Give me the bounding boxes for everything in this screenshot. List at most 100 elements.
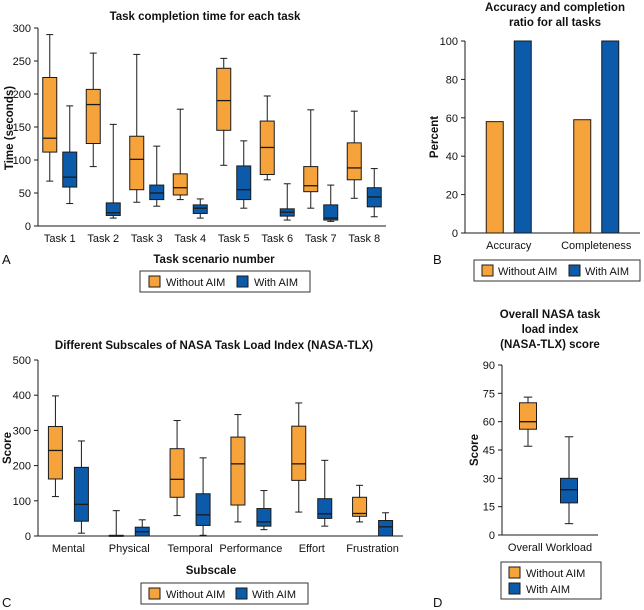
box-with-aim-box [105, 202, 121, 216]
y-tick-label: 30 [483, 473, 495, 485]
panel-c-plot: 0 100 200 300 400 500 Mental Physical Temporal Pe… [13, 355, 403, 555]
box-without-aim-box [85, 88, 101, 144]
legend-label-without-aim: Without AIM [166, 589, 225, 601]
panel-a-title: Task completion time for each task [110, 11, 301, 23]
box-without-aim-box [216, 67, 232, 131]
box-without-aim-box [519, 402, 537, 430]
bar-without-aim [485, 121, 504, 234]
panel-b-legend: Without AIM With AIM [473, 259, 641, 282]
box-without-aim-box [129, 135, 145, 191]
x-tick-label: Temporal [167, 543, 212, 555]
panel-c: Different Subscales of NASA Task Load In… [2, 340, 403, 610]
legend-label-with-aim: With AIM [585, 266, 629, 278]
y-tick-label: 200 [13, 461, 31, 473]
y-tick-label: 200 [13, 89, 31, 101]
legend-swatch-with-aim [236, 275, 249, 288]
x-tick-label: Overall Workload [508, 542, 592, 554]
y-tick-label: 20 [446, 190, 458, 202]
y-tick-label: 60 [446, 113, 458, 125]
box-without-aim-box [169, 448, 185, 498]
box-with-aim-box [62, 151, 78, 188]
box-without-aim-box [172, 173, 188, 196]
panel-c-legend: Without AIM With AIM [140, 582, 309, 605]
bar-with-aim [601, 40, 620, 234]
panel-b-ylabel: Percent [429, 116, 441, 158]
y-tick-label: 90 [483, 360, 495, 372]
panel-d: Overall NASA task load index (NASA-TLX) … [433, 309, 602, 610]
panel-d-title-line3: (NASA-TLX) score [500, 339, 600, 351]
legend-label-without-aim: Without AIM [166, 277, 225, 289]
x-tick-label: Effort [299, 543, 325, 555]
x-tick-label: Task 6 [261, 233, 293, 245]
box-without-aim-box [346, 142, 362, 181]
panel-d-plot: 0 15 30 45 60 75 90 Overall Workload [483, 360, 598, 554]
y-tick-label: 45 [483, 445, 495, 457]
panel-c-ylabel: Score [2, 432, 14, 464]
legend-frame [473, 259, 641, 282]
y-tick-label: 300 [13, 23, 31, 35]
box-without-aim-box [47, 426, 63, 480]
panel-c-letter: C [2, 595, 11, 610]
box-with-aim-box [195, 493, 211, 526]
y-tick-label: 40 [446, 151, 458, 163]
legend-label-with-aim: With AIM [526, 584, 570, 596]
panel-a-ylabel: Time (seconds) [4, 86, 16, 170]
bar-without-aim [573, 119, 592, 234]
box-with-aim-box [73, 466, 89, 522]
box-with-aim-box [192, 204, 208, 214]
y-tick-label: 100 [13, 155, 31, 167]
x-tick-label: Task 5 [218, 233, 250, 245]
panel-d-ylabel: Score [469, 434, 481, 466]
x-tick-label: Physical [109, 543, 150, 555]
legend-swatch-with-aim [568, 264, 581, 277]
x-tick-label: Task 4 [174, 233, 206, 245]
y-tick-label: 500 [13, 355, 31, 367]
x-tick-label: Task 7 [305, 233, 337, 245]
y-tick-label: 250 [13, 56, 31, 68]
legend-frame [139, 270, 311, 293]
panel-a-plot: 0 50 100 150 200 250 300 Task 1 Task 2 Task 3 Task… [13, 23, 386, 245]
panel-a-letter: A [2, 252, 11, 267]
y-tick-label: 0 [25, 531, 31, 543]
y-tick-label: 60 [483, 417, 495, 429]
legend-swatch-without-aim [148, 587, 161, 600]
panel-d-title-line1: Overall NASA task [500, 309, 601, 321]
y-tick-label: 0 [25, 221, 31, 233]
y-tick-label: 100 [440, 36, 458, 48]
legend-swatch-with-aim [508, 582, 521, 595]
x-tick-label: Frustration [346, 543, 399, 555]
box-without-aim-box [352, 496, 368, 517]
legend-label-without-aim: Without AIM [526, 568, 585, 580]
y-tick-label: 75 [483, 388, 495, 400]
box-with-aim-box [560, 477, 578, 504]
y-tick-label: 0 [489, 530, 495, 542]
y-tick-label: 15 [483, 502, 495, 514]
legend-swatch-without-aim [508, 566, 521, 579]
panel-b-plot: 0 20 40 60 80 100 Accuracy Completeness [440, 36, 640, 252]
panel-b-title-line1: Accuracy and completion [485, 2, 625, 14]
panel-c-title: Different Subscales of NASA Task Load In… [55, 340, 373, 352]
box-with-aim-box [236, 165, 252, 201]
y-tick-label: 100 [13, 496, 31, 508]
x-tick-label: Mental [52, 543, 85, 555]
legend-label-with-aim: With AIM [252, 589, 296, 601]
y-tick-label: 150 [13, 122, 31, 134]
box-with-aim-box [149, 184, 165, 201]
legend-frame [140, 582, 309, 605]
panel-d-title-line2: load index [522, 324, 579, 336]
x-tick-label: Task 8 [348, 233, 380, 245]
panel-d-letter: D [433, 595, 442, 610]
legend-swatch-without-aim [148, 275, 161, 288]
panel-b-letter: B [433, 252, 442, 267]
x-tick-label: Performance [219, 543, 282, 555]
x-tick-label: Task 2 [87, 233, 119, 245]
box-without-aim-box [230, 436, 246, 506]
box-without-aim-box [42, 77, 58, 153]
legend-swatch-without-aim [481, 264, 494, 277]
box-with-aim-box [256, 508, 272, 527]
panel-a-xlabel: Task scenario number [153, 254, 275, 266]
panel-c-xlabel: Subscale [186, 565, 237, 577]
box-without-aim-box [303, 166, 319, 193]
y-tick-label: 400 [13, 390, 31, 402]
